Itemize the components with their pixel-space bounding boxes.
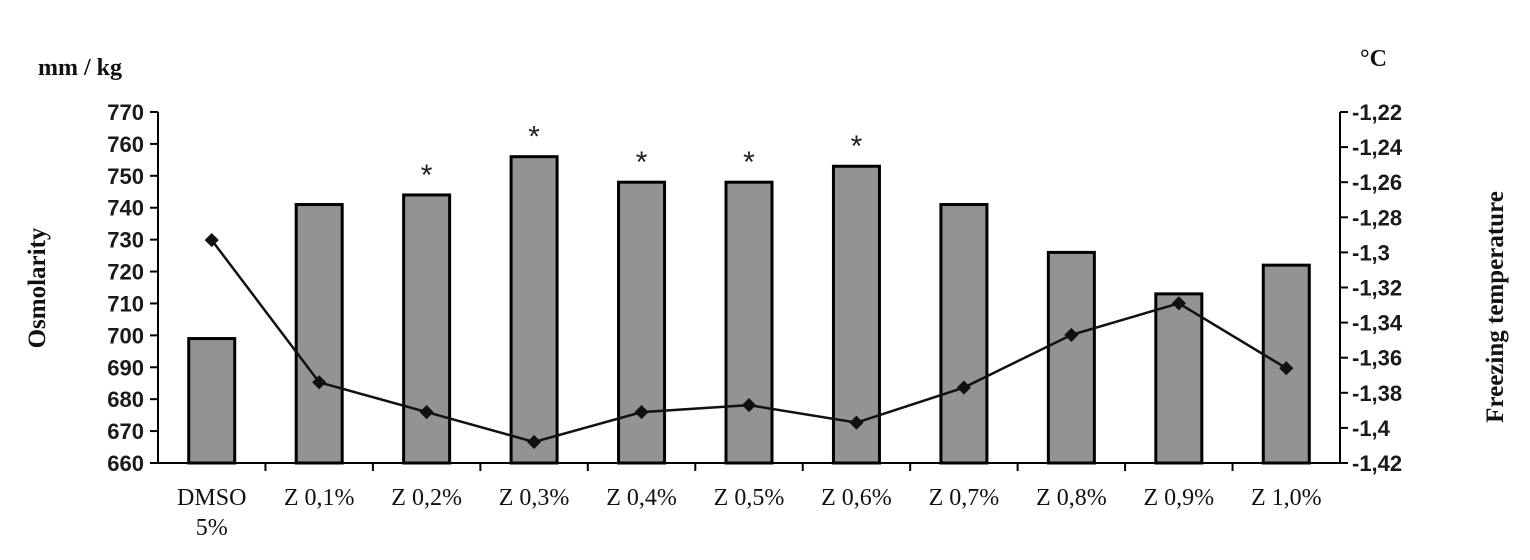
left-tick-label: 770 [107,100,144,125]
bar [1154,292,1204,465]
line-point [527,434,542,450]
right-tick-label: -1,3 [1352,240,1390,265]
bar [617,180,667,465]
line-point [312,375,327,390]
left-tick-label: 750 [107,164,144,189]
significance-marker: * [528,121,540,154]
category-label: Z 0,7% [929,485,1000,511]
category-label: Z 0,4% [606,485,677,511]
bar [294,203,344,465]
right-axis-unit: °C [1360,46,1387,72]
bar [724,180,774,465]
right-tick-label: -1,32 [1352,276,1402,301]
labels-layer: 770 760 750 740 730 720 710 700 690 680 670 660 -1,2… [107,100,1403,541]
right-tick-label: -1,28 [1352,205,1402,230]
left-tick-label: 710 [107,291,144,316]
bar [509,155,559,465]
category-label: Z 0,3% [499,485,570,511]
axes-layer [150,111,1348,471]
category-label: Z 1,0% [1251,485,1322,511]
left-axis-unit: mm / kg [38,55,122,81]
right-tick-label: -1,22 [1352,100,1402,125]
category-label: Z 0,2% [391,485,462,511]
category-label: DMSO [177,485,246,511]
right-tick-label: -1,42 [1352,451,1402,476]
left-tick-label: 740 [107,196,144,221]
left-axis-title: Osmolarity [24,227,51,348]
line-point [419,405,434,420]
bar [831,164,881,465]
right-axis-title: Freezing temperature [1482,191,1509,423]
line-point [1064,327,1079,342]
left-tick-label: 670 [107,419,144,444]
line-point [634,405,649,420]
bar [1046,250,1096,465]
right-tick-label: -1,34 [1352,311,1403,336]
bar [402,193,452,465]
left-tick-label: 720 [107,260,144,285]
bar [187,337,237,465]
category-label: Z 0,8% [1036,485,1107,511]
bar [939,203,989,465]
line-layer [204,233,1294,450]
line-point [741,398,757,413]
bars-layer [187,155,1311,465]
right-tick-label: -1,38 [1352,381,1402,406]
significance-marker: * [743,146,755,179]
left-tick-label: 730 [107,228,144,253]
category-label: Z 0,6% [821,485,892,511]
significance-marker: * [421,159,433,192]
left-tick-label: 680 [107,387,144,412]
left-tick-label: 660 [107,451,144,476]
category-label: Z 0,1% [284,485,355,511]
line-point [956,380,971,395]
left-tick-label: 690 [107,355,144,380]
significance-marker: * [851,130,863,163]
right-tick-label: -1,24 [1352,135,1403,160]
line-point [204,233,219,248]
category-label: Z 0,5% [714,485,785,511]
line-point [849,415,864,430]
left-tick-label: 700 [107,323,144,348]
significance-marker: * [636,146,648,179]
right-tick-label: -1,26 [1352,170,1402,195]
left-tick-label: 760 [107,132,144,157]
line-point [1279,361,1294,376]
right-tick-label: -1,4 [1352,416,1391,441]
category-label: 5% [196,515,228,541]
category-label: Z 0,9% [1143,485,1214,511]
line-point [1171,296,1186,311]
right-tick-label: -1,36 [1352,346,1402,371]
